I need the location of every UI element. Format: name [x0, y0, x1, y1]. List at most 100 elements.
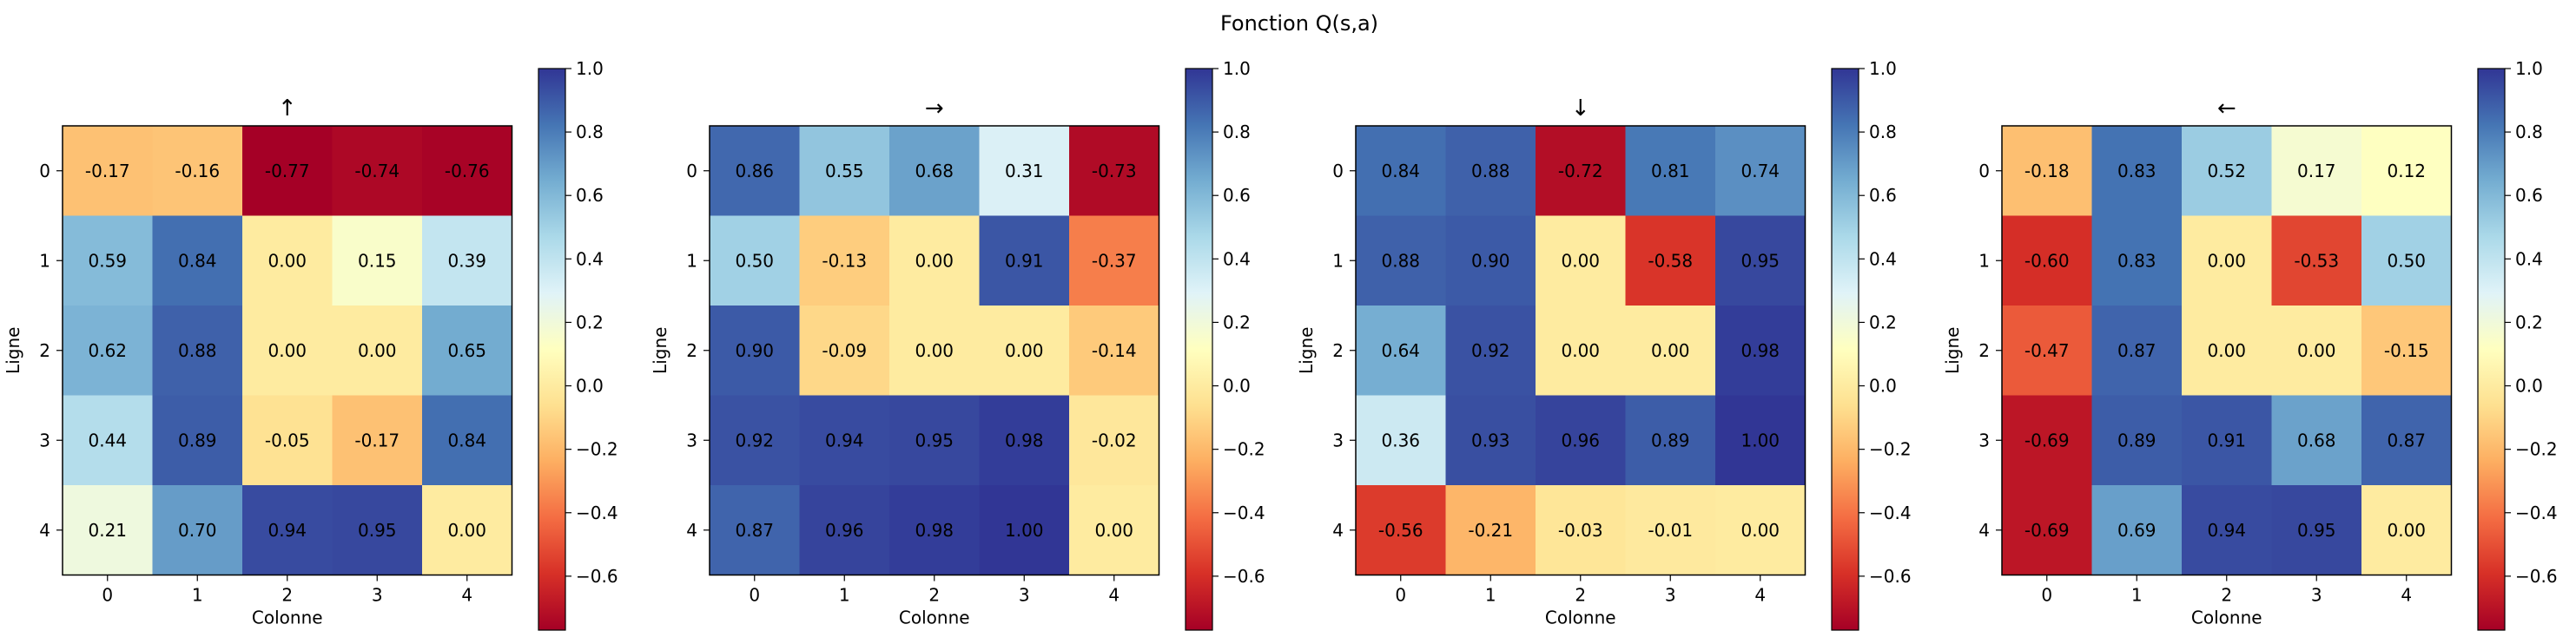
cell-value-label: 0.84 — [178, 250, 217, 271]
heatmap-cell — [152, 306, 243, 396]
colorbar-tick-label: −0.4 — [576, 503, 618, 523]
cell-value-label: -0.21 — [1468, 520, 1513, 541]
heatmap-cell — [2091, 395, 2183, 486]
y-tick-label: 2 — [39, 340, 50, 361]
heatmap-cell — [1356, 306, 1446, 396]
heatmap-cell — [1069, 306, 1159, 396]
cell-value-label: -0.53 — [2294, 250, 2339, 271]
heatmap-cell — [979, 215, 1070, 306]
cell-value-label: 0.69 — [2117, 520, 2157, 541]
colorbar-tick-label: 0.0 — [1223, 376, 1251, 397]
heatmap-cell — [979, 485, 1070, 575]
cell-value-label: 0.83 — [2117, 250, 2157, 271]
heatmap-cell — [152, 215, 243, 306]
heatmap-cell — [2002, 126, 2092, 216]
heatmap-cell — [2091, 306, 2183, 396]
heatmap-cell — [2002, 215, 2092, 306]
x-axis-label: Colonne — [1545, 608, 1616, 628]
heatmap-cell — [422, 215, 512, 306]
panel-title: ↑ — [278, 95, 297, 122]
heatmap-panel: →0.86 0.55 0.68 0.31 -0.730.50 -0.13 0.00 0.91-… — [650, 58, 1265, 631]
cell-value-label: 0.87 — [2387, 430, 2426, 450]
heatmap-cell — [1536, 485, 1626, 575]
cell-value-label: -0.14 — [1092, 340, 1137, 361]
heatmap-cell — [63, 485, 153, 575]
cell-value-label: -0.03 — [1558, 520, 1603, 541]
cell-value-label: 0.94 — [825, 430, 864, 450]
heatmap-cell — [242, 126, 333, 216]
y-tick-label: 0 — [686, 161, 697, 181]
heatmap-cell — [332, 395, 423, 486]
heatmap-cell — [332, 215, 423, 306]
cell-value-label: 0.95 — [358, 520, 397, 541]
cell-value-label: 0.95 — [2297, 520, 2336, 541]
colorbar-tick-label: 0.2 — [576, 312, 604, 332]
x-tick-label: 4 — [2401, 585, 2412, 606]
y-tick-label: 2 — [1978, 340, 1990, 361]
heatmap-cell — [63, 395, 153, 486]
heatmap-cell — [2361, 485, 2452, 575]
heatmap-cell — [63, 215, 153, 306]
heatmap-cell — [242, 306, 333, 396]
x-tick-label: 3 — [1019, 585, 1030, 606]
heatmap-cell — [1445, 485, 1536, 575]
colorbar-tick-label: −0.6 — [1223, 566, 1265, 587]
x-tick-label: 2 — [281, 585, 293, 606]
x-tick-label: 2 — [928, 585, 940, 606]
heatmap-cell — [1625, 395, 1716, 486]
heatmap-panel: ↑-0.17 -0.16 -0.77 -0.74 -0.760.59 0.84 0.00 0.… — [3, 58, 618, 631]
x-axis-label: Colonne — [2191, 608, 2262, 628]
cell-value-label: -0.17 — [85, 161, 130, 181]
figure-title: Fonction Q(s,a) — [1220, 11, 1378, 36]
heatmap-cell — [2361, 126, 2452, 216]
cell-value-label: -0.69 — [2024, 430, 2070, 450]
heatmap-cell — [889, 215, 980, 306]
x-tick-label: 0 — [2041, 585, 2052, 606]
y-tick-label: 2 — [686, 340, 697, 361]
cell-value-label: 0.89 — [1651, 430, 1690, 450]
colorbar-tick-label: 0.0 — [1869, 376, 1897, 397]
y-axis-label: Ligne — [3, 327, 23, 374]
colorbar-tick-label: −0.6 — [1869, 566, 1912, 587]
heatmap-cell — [1069, 485, 1159, 575]
cell-value-label: 0.00 — [2297, 340, 2336, 361]
x-tick-label: 0 — [1395, 585, 1406, 606]
cell-value-label: -0.16 — [175, 161, 220, 181]
y-tick-label: 1 — [686, 250, 697, 271]
y-axis-label: Ligne — [650, 327, 670, 374]
cell-value-label: -0.76 — [445, 161, 490, 181]
y-tick-label: 4 — [1978, 520, 1990, 541]
cell-value-label: 0.91 — [2207, 430, 2246, 450]
heatmap-cell — [152, 395, 243, 486]
cell-value-label: 0.96 — [1561, 430, 1600, 450]
cell-value-label: -0.77 — [265, 161, 310, 181]
heatmap-panel: ↓0.84 0.88 -0.72 0.81 0.740.88 0.90 0.00 -0.58 0… — [1296, 58, 1912, 631]
heatmap-cell — [332, 485, 423, 575]
cell-value-label: 0.00 — [2207, 250, 2246, 271]
cell-value-label: 0.55 — [825, 161, 864, 181]
cell-value-label: 0.65 — [447, 340, 486, 361]
cell-value-label: 0.98 — [1005, 430, 1044, 450]
heatmap-cell — [2271, 126, 2362, 216]
cell-value-label: 0.31 — [1005, 161, 1044, 181]
cell-value-label: 0.94 — [2207, 520, 2246, 541]
heatmap-cell — [799, 395, 890, 486]
colorbar — [538, 69, 565, 630]
cell-value-label: -0.13 — [822, 250, 867, 271]
y-tick-label: 4 — [1332, 520, 1344, 541]
colorbar-tick-label: 0.0 — [2515, 376, 2543, 397]
y-tick-label: 3 — [39, 430, 50, 450]
cell-value-label: 0.89 — [2117, 430, 2157, 450]
cell-value-label: 0.50 — [2387, 250, 2426, 271]
cell-value-label: 0.44 — [88, 430, 127, 450]
cell-value-label: 0.86 — [735, 161, 774, 181]
cell-value-label: 0.68 — [915, 161, 954, 181]
cell-value-label: -0.01 — [1648, 520, 1693, 541]
heatmap-cell — [1356, 395, 1446, 486]
colorbar — [2478, 69, 2505, 630]
panel-title: → — [925, 95, 944, 122]
cell-value-label: -0.58 — [1648, 250, 1693, 271]
heatmap-cell — [1715, 306, 1806, 396]
colorbar-tick-label: 1.0 — [576, 58, 604, 79]
cell-value-label: 0.00 — [268, 340, 307, 361]
